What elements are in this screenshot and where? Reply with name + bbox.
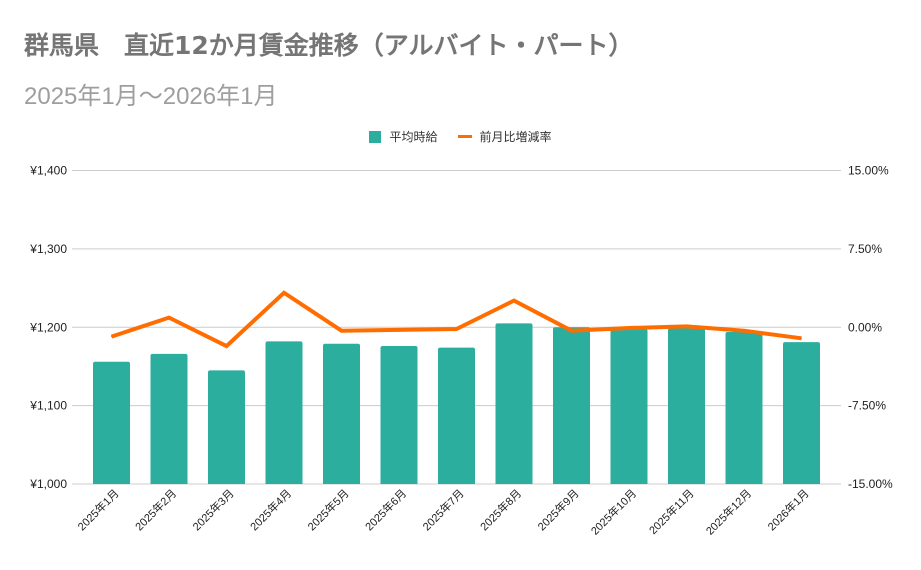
- y-right-tick-label: -15.00%: [848, 477, 893, 491]
- bar[interactable]: [208, 370, 245, 484]
- x-tick-label: 2025年11月: [646, 486, 697, 537]
- legend-item-mom-change[interactable]: 前月比増減率: [457, 128, 552, 145]
- line-point[interactable]: [628, 327, 630, 329]
- y-axis-left: ¥1,000 ¥1,100 ¥1,200 ¥1,300 ¥1,400: [29, 164, 67, 492]
- y-left-tick-label: ¥1,300: [29, 242, 67, 256]
- y-left-tick-label: ¥1,100: [29, 399, 67, 413]
- y-left-tick-label: ¥1,400: [29, 164, 67, 178]
- bar[interactable]: [323, 343, 360, 484]
- y-axis-right: -15.00% -7.50% 0.00% 7.50% 15.00%: [848, 164, 893, 492]
- line-point[interactable]: [111, 336, 112, 338]
- bar[interactable]: [495, 323, 533, 484]
- x-tick-label: 2025年2月: [132, 486, 179, 533]
- bar[interactable]: [553, 327, 590, 484]
- x-tick-label: 2025年12月: [703, 486, 754, 537]
- bar[interactable]: [725, 331, 763, 484]
- line-point[interactable]: [456, 328, 457, 330]
- y-left-tick-label: ¥1,200: [29, 320, 67, 334]
- legend: 平均時給 前月比増減率: [0, 128, 921, 145]
- legend-item-avg-wage[interactable]: 平均時給: [369, 128, 438, 145]
- legend-label-mom-change: 前月比増減率: [479, 130, 552, 144]
- bar[interactable]: [150, 353, 188, 484]
- line-point[interactable]: [398, 329, 400, 331]
- x-tick-label: 2025年6月: [362, 486, 409, 533]
- bar[interactable]: [93, 361, 130, 484]
- x-tick-label: 2025年9月: [535, 486, 582, 533]
- x-tick-label: 2025年1月: [75, 486, 122, 533]
- line-point[interactable]: [283, 292, 285, 294]
- legend-swatch-line: [457, 135, 472, 138]
- line-point[interactable]: [513, 300, 515, 302]
- bar[interactable]: [438, 347, 475, 484]
- y-right-tick-label: 15.00%: [848, 164, 889, 178]
- x-tick-label: 2025年3月: [190, 486, 237, 533]
- x-tick-label: 2025年10月: [588, 486, 639, 537]
- legend-label-avg-wage: 平均時給: [389, 130, 438, 144]
- bar[interactable]: [265, 341, 303, 484]
- chart-subtitle: 2025年1月～2026年1月: [24, 83, 278, 110]
- line-point[interactable]: [686, 325, 687, 327]
- bar[interactable]: [380, 346, 418, 484]
- x-axis: 2025年1月 2025年2月 2025年3月 2025年4月 2025年5月 2025年…: [75, 486, 812, 537]
- legend-swatch-bar: [369, 130, 382, 143]
- y-left-tick-label: ¥1,000: [29, 477, 67, 491]
- x-tick-label: 2026年1月: [765, 486, 812, 533]
- line-point[interactable]: [341, 330, 342, 332]
- x-tick-label: 2025年8月: [477, 486, 524, 533]
- line-point[interactable]: [743, 330, 745, 332]
- chart-title: 群馬県 直近12か月賃金推移（アルバイト・パート）: [24, 31, 634, 60]
- line-point[interactable]: [801, 337, 802, 339]
- x-tick-label: 2025年7月: [420, 486, 467, 533]
- line-point[interactable]: [168, 317, 170, 319]
- bar[interactable]: [783, 342, 820, 484]
- bar[interactable]: [668, 328, 705, 484]
- line-point[interactable]: [571, 330, 572, 332]
- y-right-tick-label: -7.50%: [848, 399, 886, 413]
- bar[interactable]: [610, 328, 648, 484]
- y-right-tick-label: 0.00%: [848, 320, 882, 334]
- line-point[interactable]: [226, 345, 227, 347]
- x-tick-label: 2025年4月: [247, 486, 294, 533]
- x-tick-label: 2025年5月: [305, 486, 352, 533]
- y-right-tick-label: 7.50%: [848, 242, 882, 256]
- bar-series: [93, 323, 820, 484]
- line-series: [110, 290, 802, 349]
